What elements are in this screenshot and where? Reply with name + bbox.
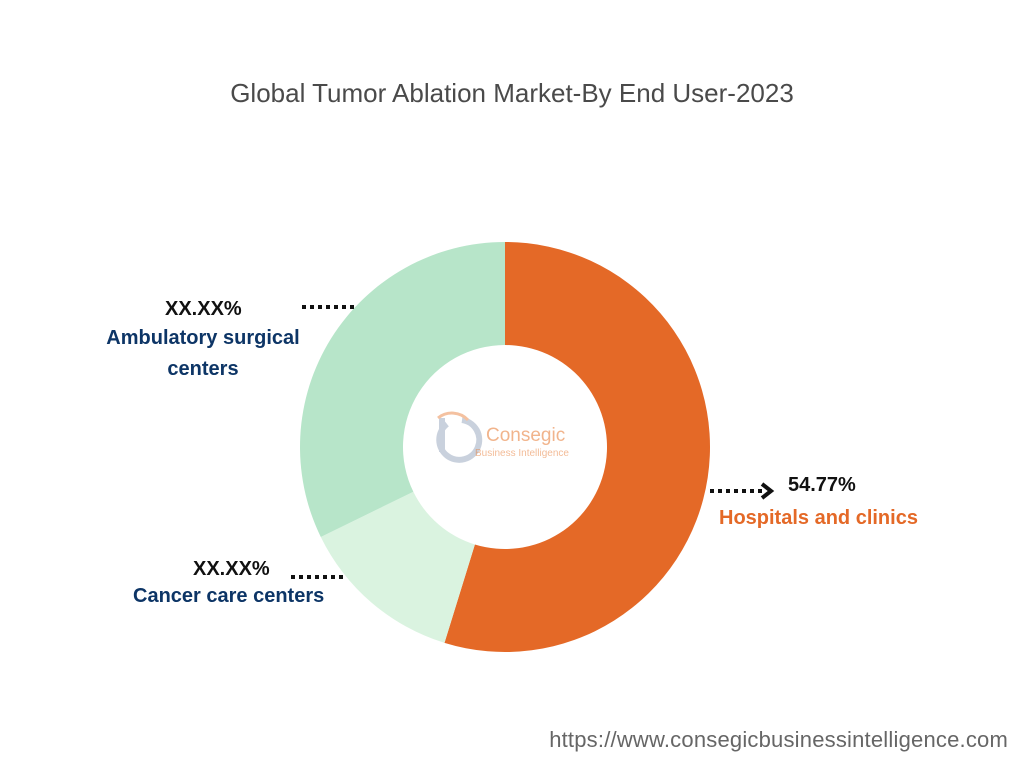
category-label-ambulatory-line2: centers [167, 358, 239, 380]
slice-cancer-care [320, 491, 475, 643]
category-label-cancer-care: Cancer care centers [133, 585, 325, 607]
value-label-cancer-care: XX.XX% [193, 558, 270, 580]
category-label-ambulatory: Ambulatory surgical centers [103, 327, 303, 381]
logo-mark-icon [436, 411, 483, 463]
value-label-ambulatory: XX.XX% [165, 298, 242, 320]
chart-title: Global Tumor Ablation Market-By End User… [230, 78, 794, 108]
category-label-hospitals: Hospitals and clinics [719, 507, 918, 529]
leader-hospitals [710, 482, 775, 500]
logo-brand: Consegic [486, 425, 566, 446]
value-label-hospitals: 54.77% [788, 474, 856, 496]
donut-slices [300, 242, 710, 652]
watermark-logo: Consegic Business Intelligence [420, 412, 590, 472]
slice-ambulatory [300, 242, 505, 537]
slice-hospitals [444, 242, 710, 652]
category-label-ambulatory-line1: Ambulatory surgical [106, 327, 300, 349]
source-url: https://www.consegicbusinessintelligence… [549, 727, 1008, 752]
logo-tagline: Business Intelligence [475, 448, 569, 459]
